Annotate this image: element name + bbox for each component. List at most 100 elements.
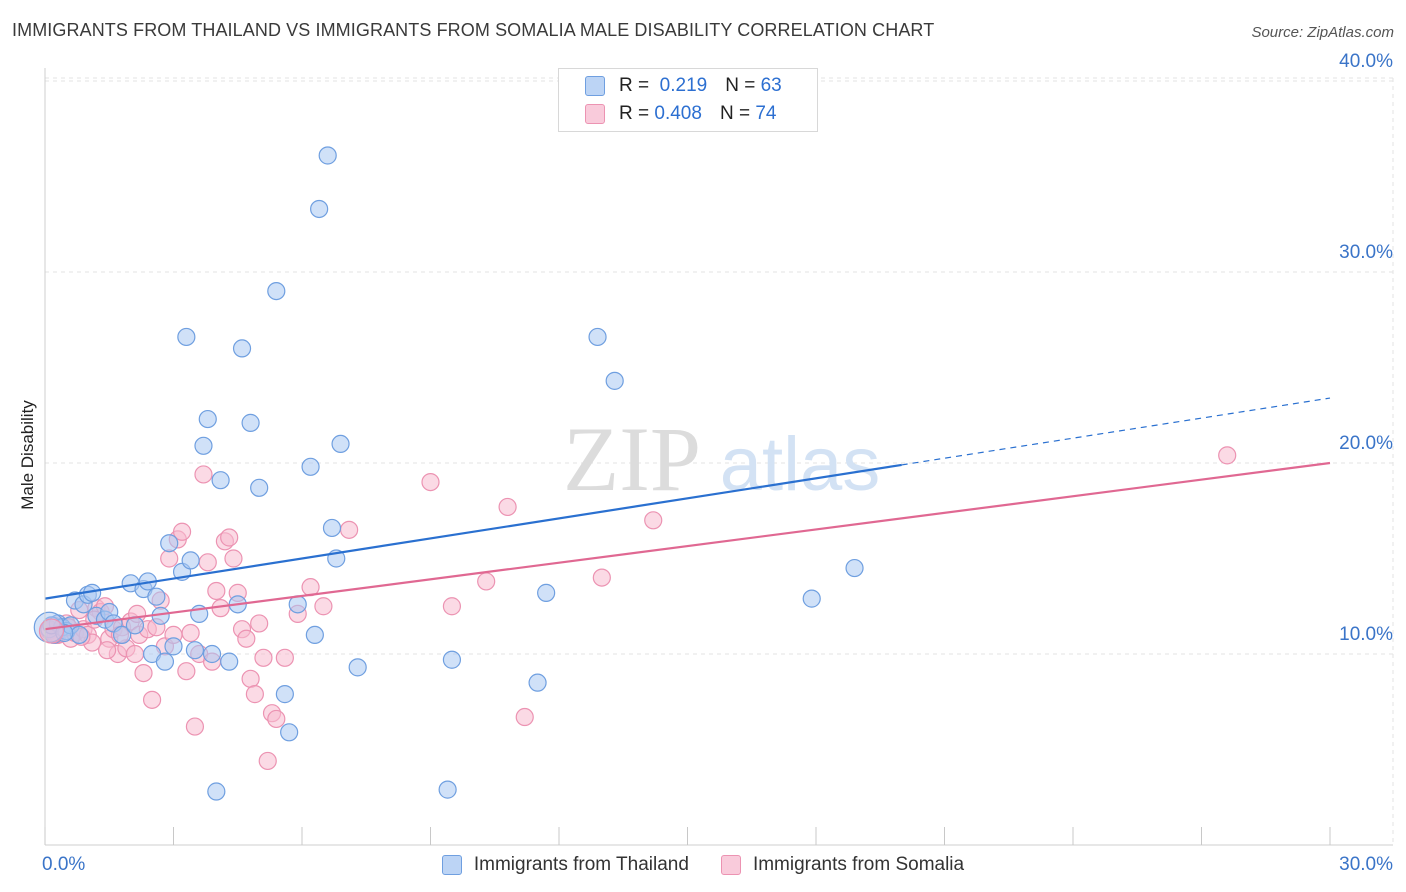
thailand-point [348,658,367,677]
thailand-point [160,534,179,553]
thailand-point [185,641,205,660]
somalia-point [134,663,153,683]
somalia-point [258,751,277,771]
somalia-point [172,522,192,541]
somalia-trend-line [44,461,1331,631]
somalia-point [237,629,256,648]
thailand-square-icon [441,855,462,875]
thailand-point [202,644,222,664]
somalia-point [275,648,294,667]
chart-title: IMMIGRANTS FROM THAILAND VS IMMIGRANTS F… [12,20,935,40]
thailand-point [605,371,624,390]
thailand-point [147,587,166,606]
thailand-point [241,413,260,432]
y-tick-label: 20.0% [1339,433,1393,454]
legend-r-value: 0.408 [654,103,702,124]
thailand-point [322,518,342,538]
thailand-point [220,652,239,671]
thailand-point [70,625,89,645]
thailand-trend-extension [901,397,1331,466]
somalia-swatch-icon [585,104,605,124]
chart-source: Source: ZipAtlas.com [1251,24,1394,41]
y-tick-label: 10.0% [1339,624,1393,645]
somalia-point [1218,446,1237,465]
somalia-point [592,568,611,587]
thailand-point [275,685,294,704]
y-tick-label: 30.0% [1339,242,1393,263]
legend-item-somalia[interactable]: Immigrants from Somalia [720,854,965,876]
somalia-point [498,497,517,517]
somalia-point [442,597,462,616]
x-tick-label-min: 0.0% [42,854,85,875]
thailand-point [181,551,200,570]
somalia-point [254,648,273,667]
somalia-point [224,549,243,568]
somalia-point [267,709,286,729]
thailand-point [288,595,307,614]
legend-item-label: Immigrants from Thailand [473,854,689,875]
legend-n-label: N = [725,75,756,96]
thailand-point [310,199,329,219]
y-axis-label: Male Disability [18,400,37,510]
thailand-point [528,673,547,692]
thailand-point [211,471,230,490]
thailand-point [280,723,299,742]
somalia-point [125,644,145,664]
somalia-point [160,549,179,568]
somalia-point [181,623,200,643]
thailand-point [198,409,217,429]
watermark: ZIP atlas [563,408,880,510]
somalia-point [250,614,269,633]
thailand-point [207,782,226,801]
thailand-trend-line [44,463,902,600]
thailand-point [155,652,175,671]
legend-item-label: Immigrants from Somalia [752,854,965,875]
thailand-point [250,478,269,497]
thailand-point [305,625,324,645]
somalia-point [515,707,534,727]
somalia-cluster-point [38,618,65,644]
thailand-point [802,589,821,608]
watermark-zip: ZIP [563,408,701,510]
thailand-point [301,457,320,476]
legend-n-value: 74 [755,103,777,124]
x-tick-label-max: 30.0% [1339,854,1393,875]
legend-row-somalia: R = 0.408 N = 74 [585,101,776,127]
thailand-point [232,339,252,358]
thailand-point [442,650,462,669]
legend-r-label: R = [619,103,650,124]
somalia-point [220,528,239,547]
thailand-point [194,436,213,455]
trend-layer [44,397,1331,631]
somalia-point [98,641,117,660]
thailand-point [845,558,864,578]
somalia-point [314,597,333,616]
somalia-point [198,553,217,572]
thailand-swatch-icon [585,76,605,96]
points-layer [33,146,1237,801]
thailand-point [331,434,350,453]
somalia-point [421,473,440,492]
thailand-point [112,625,132,645]
thailand-point [438,780,457,799]
somalia-point [207,581,226,601]
legend-r-label: R = [619,75,650,96]
legend-n-label: N = [719,103,751,124]
thailand-point [177,327,196,347]
somalia-point [340,520,359,539]
legend-row-thailand: R = 0.219 N = 63 [585,73,782,99]
somalia-point [245,685,264,704]
legend-n-value: 63 [760,75,782,96]
thailand-point [588,327,607,347]
somalia-point [177,662,196,681]
legend-r-value: 0.219 [659,75,708,96]
axis-layer: 10.0% 20.0% 30.0% 40.0% 0.0% 30.0% [42,51,1393,875]
somalia-point [644,511,663,530]
thailand-point [537,583,556,602]
thailand-point [318,146,337,165]
somalia-square-icon [720,855,741,875]
legend-item-thailand[interactable]: Immigrants from Thailand [441,854,689,876]
series-legend: Immigrants from Thailand Immigrants from… [0,852,1406,878]
somalia-point [142,690,162,709]
